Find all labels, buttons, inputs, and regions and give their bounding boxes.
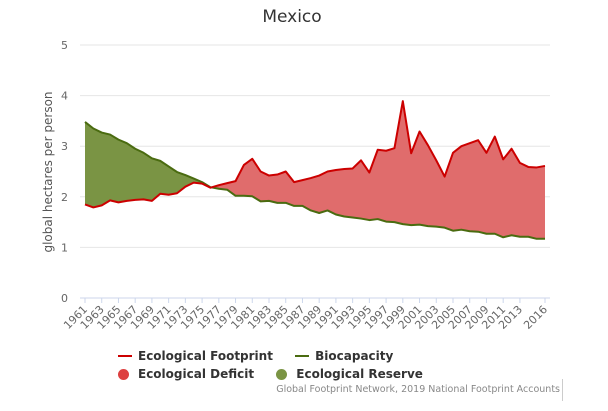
line-swatch-icon	[118, 355, 132, 357]
y-tick-label: 4	[61, 90, 68, 103]
y-axis-label: global hectares per person	[41, 91, 55, 252]
legend-label: Ecological Reserve	[296, 367, 423, 381]
legend-item-reserve[interactable]: Ecological Reserve	[276, 365, 423, 383]
dot-swatch-icon	[118, 368, 129, 380]
credit[interactable]: Global Footprint Network, 2019 National …	[276, 384, 560, 395]
dot-swatch-icon	[276, 368, 288, 380]
y-tick-label: 1	[61, 241, 68, 254]
y-tick-label: 0	[61, 292, 68, 305]
divider	[562, 379, 563, 401]
y-tick-label: 2	[61, 191, 68, 204]
legend-label: Biocapacity	[315, 349, 394, 363]
legend-label: Ecological Deficit	[138, 367, 255, 381]
y-tick-label: 5	[61, 39, 68, 52]
legend-item-biocapacity[interactable]: Biocapacity	[295, 347, 393, 365]
series-line-ecological-footprint[interactable]	[84, 100, 546, 209]
y-tick-label: 3	[61, 140, 68, 153]
chart-title: Mexico	[262, 7, 321, 27]
legend-item-deficit[interactable]: Ecological Deficit	[118, 365, 254, 383]
series-line-biocapacity[interactable]	[84, 121, 545, 240]
legend: Ecological Footprint Biocapacity Ecologi…	[118, 346, 478, 383]
legend-label: Ecological Footprint	[138, 349, 273, 363]
x-tick-label: 2016	[521, 303, 550, 332]
legend-item-footprint[interactable]: Ecological Footprint	[118, 347, 273, 365]
line-swatch-icon	[295, 355, 310, 357]
